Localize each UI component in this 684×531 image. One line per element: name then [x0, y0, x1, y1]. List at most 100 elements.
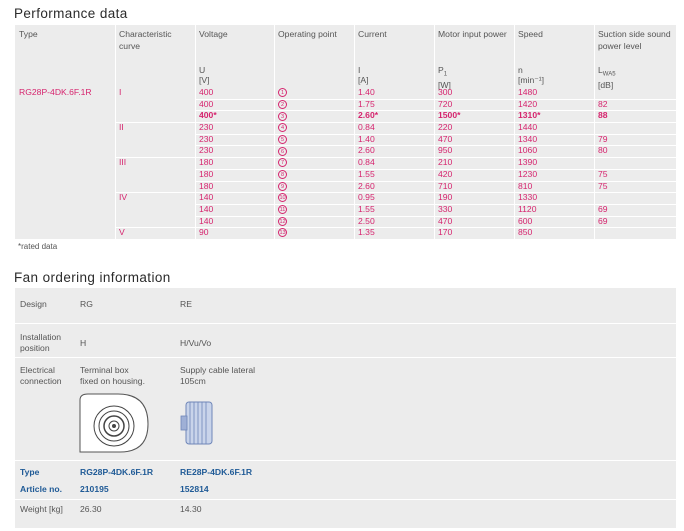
type-re: RE28P-4DK.6F.1R — [180, 467, 253, 477]
cell-speed: 850 — [518, 227, 533, 238]
design-rg: RG — [80, 299, 93, 309]
performance-table-header: Type Characteristic curve Voltage Operat… — [15, 25, 676, 90]
cell-voltage: 400 — [199, 87, 214, 97]
electrical-connection-re: Supply cable lateral 105cm — [180, 365, 256, 386]
cell-power: 220 — [438, 122, 453, 133]
cell-power: 720 — [438, 98, 453, 109]
cell-power: 710 — [438, 180, 453, 191]
cell-current: 1.55 — [358, 203, 375, 214]
fan-ordering-title: Fan ordering information — [14, 270, 171, 285]
performance-row: III 180 7 0.84 210 1390 — [15, 157, 676, 169]
installation-re: H/Vu/Vo — [180, 338, 212, 348]
cell-speed: 1060 — [518, 145, 538, 156]
cell-power: 190 — [438, 192, 453, 203]
header-operating-point: Operating point — [278, 29, 337, 39]
cell-current: 2.50 — [358, 215, 375, 226]
cell-sound: 88 — [598, 110, 608, 121]
unit-power: P1 [W] — [438, 65, 451, 90]
performance-row: IV 140 10 0.95 190 1330 — [15, 192, 676, 204]
cell-curve: III — [119, 157, 127, 168]
cell-speed: 810 — [518, 180, 533, 191]
cell-curve: I — [119, 87, 122, 97]
cell-current: 0.95 — [358, 192, 375, 203]
cell-current: 1.55 — [358, 168, 375, 179]
operating-point-circle-icon: 6 — [278, 146, 287, 156]
cell-voltage: 230 — [199, 145, 214, 156]
header-sound-power-level: Suction side sound power level — [598, 29, 671, 51]
cell-power: 470 — [438, 133, 453, 144]
cell-current: 1.75 — [358, 98, 375, 109]
cell-speed: 600 — [518, 215, 533, 226]
cell-speed: 1390 — [518, 157, 538, 168]
electrical-connection-label: Electrical connection — [20, 365, 62, 386]
unit-sound: LWA5 [dB] — [598, 65, 616, 90]
cell-speed: 1480 — [518, 87, 538, 97]
performance-data-title: Performance data — [14, 6, 128, 21]
cell-curve: II — [119, 122, 124, 133]
operating-point-circle-icon: 11 — [278, 205, 287, 215]
operating-point-circle-icon: 9 — [278, 181, 287, 191]
performance-row: 400 2 1.75 720 1420 82 — [15, 98, 676, 111]
cell-current: 0.84 — [358, 122, 375, 133]
cell-sound: 82 — [598, 98, 608, 109]
cell-operating-point: 8 — [278, 169, 287, 181]
cell-current: 1.40 — [358, 133, 375, 144]
cell-operating-point: 13 — [278, 227, 287, 239]
performance-row: II 230 4 0.84 220 1440 — [15, 122, 676, 134]
cell-speed: 1330 — [518, 192, 538, 203]
performance-row: 180 8 1.55 420 1230 75 — [15, 168, 676, 181]
type-cell: RG28P-4DK.6F.1R — [19, 87, 92, 97]
cell-speed: 1120 — [518, 203, 537, 214]
cell-speed: 1440 — [518, 122, 538, 133]
cell-current: 0.84 — [358, 157, 375, 168]
cell-sound: 69 — [598, 215, 608, 226]
cell-current: 2.60* — [358, 110, 379, 121]
header-characteristic-curve: Characteristic curve — [119, 29, 172, 51]
performance-row: 400* 3 2.60* 1500* 1310* 88 — [15, 110, 676, 122]
cell-operating-point: 11 — [278, 204, 287, 216]
cell-speed: 1340 — [518, 133, 538, 144]
cell-voltage: 180 — [199, 168, 214, 179]
performance-row: 140 12 2.50 470 600 69 — [15, 215, 676, 228]
cell-current: 2.60 — [358, 180, 375, 191]
design-label: Design — [20, 299, 47, 309]
performance-table-body: RG28P-4DK.6F.1R I 400 1 1.40 300 1480 400 2 1.75… — [15, 87, 676, 239]
cell-power: 170 — [438, 227, 453, 238]
cell-voltage: 230 — [199, 133, 214, 144]
weight-label: Weight [kg] — [20, 504, 63, 514]
cell-voltage: 180 — [199, 180, 214, 191]
cell-voltage: 230 — [199, 122, 214, 133]
cell-voltage: 140 — [199, 215, 214, 226]
cell-sound: 75 — [598, 168, 608, 179]
cell-power: 470 — [438, 215, 453, 226]
article-label: Article no. — [20, 484, 63, 494]
unit-voltage: U [V] — [199, 65, 210, 85]
rated-data-note: *rated data — [18, 242, 58, 251]
operating-point-circle-icon: 7 — [278, 158, 287, 168]
cell-current: 1.40 — [358, 87, 375, 97]
operating-point-circle-icon: 1 — [278, 88, 287, 98]
cell-power: 1500* — [438, 110, 461, 121]
performance-row: 180 9 2.60 710 810 75 — [15, 180, 676, 193]
installation-rg: H — [80, 338, 87, 348]
cell-sound: 80 — [598, 145, 608, 156]
cell-speed: 1310* — [518, 110, 541, 121]
article-rg: 210195 — [80, 484, 109, 494]
fan-ordering-table: Design RG RE Installation position H H/Vu… — [15, 288, 676, 528]
performance-row: 140 11 1.55 330 1120 69 — [15, 203, 676, 216]
weight-rg: 26.30 — [80, 504, 102, 514]
design-re: RE — [180, 299, 192, 309]
type-rg: RG28P-4DK.6F.1R — [80, 467, 154, 477]
cell-operating-point: 7 — [278, 157, 287, 169]
operating-point-circle-icon: 2 — [278, 99, 287, 109]
weight-re: 14.30 — [180, 504, 202, 514]
performance-row: 230 5 1.40 470 1340 79 — [15, 133, 676, 146]
type-label: Type — [20, 467, 40, 477]
header-current: Current — [358, 29, 387, 39]
cell-operating-point: 9 — [278, 181, 287, 193]
operating-point-circle-icon: 10 — [278, 193, 287, 203]
operating-point-circle-icon: 8 — [278, 170, 287, 180]
cell-voltage: 140 — [199, 203, 214, 214]
cell-voltage: 400* — [199, 110, 217, 121]
header-speed: Speed — [518, 29, 543, 39]
